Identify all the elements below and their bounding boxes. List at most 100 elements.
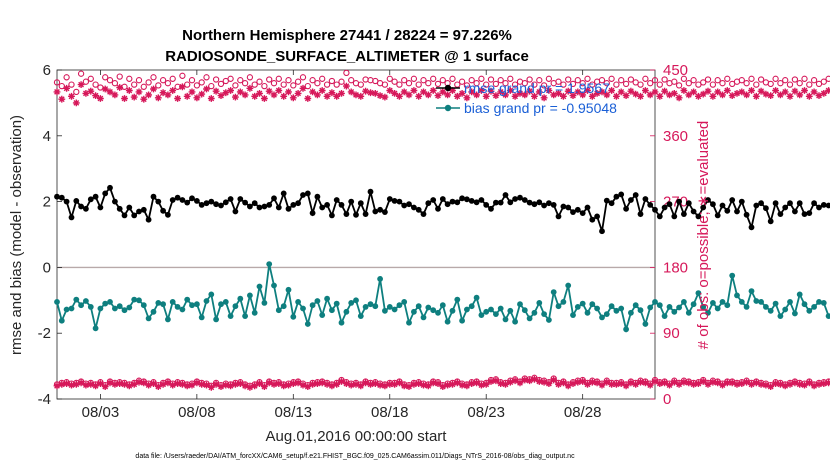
point-evaluated [564, 87, 572, 95]
point-bias [203, 298, 210, 304]
point-evaluated [444, 91, 451, 99]
point-bias [801, 301, 808, 308]
point-possible [685, 80, 692, 87]
point-evaluated [396, 92, 403, 100]
point-evaluated-low [723, 379, 731, 387]
point-possible [468, 77, 475, 84]
point-possible [116, 73, 123, 80]
point-evaluated [294, 90, 302, 97]
point-rmse [251, 200, 258, 207]
point-evaluated [560, 92, 567, 100]
point-rmse [247, 203, 253, 210]
point-bias [92, 325, 99, 332]
point-evaluated [738, 88, 746, 96]
point-evaluated-low [733, 381, 741, 388]
point-bias [546, 317, 552, 323]
point-evaluated [101, 85, 109, 93]
point-bias [382, 307, 388, 314]
point-bias [232, 303, 239, 310]
point-possible [140, 83, 147, 90]
point-evaluated [280, 92, 288, 100]
point-bias [705, 309, 711, 316]
point-bias [309, 302, 316, 309]
point-bias [661, 313, 668, 319]
point-bias [531, 309, 538, 316]
point-bias [198, 314, 205, 321]
point-rmse [150, 193, 157, 200]
point-bias [251, 309, 258, 316]
point-evaluated [661, 87, 668, 95]
x-tick-label: 08/03 [82, 404, 120, 421]
point-rmse [107, 184, 113, 191]
point-evaluated-low [164, 379, 172, 387]
point-possible [661, 76, 668, 83]
point-evaluated [376, 92, 384, 99]
point-rmse [227, 196, 234, 202]
point-bias [367, 301, 374, 308]
point-rmse [623, 205, 629, 212]
point-evaluated-low [111, 381, 119, 388]
point-evaluated [154, 94, 162, 102]
point-bias [386, 304, 393, 310]
point-evaluated-low [420, 381, 427, 389]
point-possible [386, 75, 393, 82]
point-evaluated-low [458, 381, 466, 389]
point-bias [444, 318, 451, 325]
point-bias [78, 302, 84, 309]
point-possible [159, 77, 167, 84]
point-bias [213, 316, 220, 323]
point-possible [806, 81, 813, 88]
point-bias [816, 299, 822, 305]
point-possible [241, 80, 249, 87]
point-rmse [198, 202, 205, 208]
point-bias [584, 309, 591, 316]
point-bias [811, 304, 817, 310]
point-evaluated [116, 84, 124, 91]
point-possible [405, 80, 413, 87]
point-evaluated-low [323, 381, 331, 388]
point-bias [396, 302, 403, 309]
point-evaluated-low [690, 381, 697, 388]
point-rmse [801, 211, 808, 218]
point-bias [174, 304, 181, 310]
point-possible [704, 76, 712, 83]
point-rmse [242, 199, 249, 206]
point-rmse [435, 205, 441, 212]
point-rmse [517, 194, 523, 201]
point-bias [189, 302, 195, 309]
y-left-tick-label: -4 [38, 391, 51, 408]
point-evaluated [53, 88, 61, 96]
point-evaluated-low [198, 381, 206, 388]
point-possible [155, 82, 162, 89]
point-evaluated-low [767, 383, 775, 390]
point-evaluated [695, 92, 702, 100]
point-rmse [372, 208, 379, 215]
point-bias [777, 313, 784, 319]
point-bias [420, 314, 427, 321]
point-evaluated-low [101, 383, 109, 390]
point-evaluated-low [333, 381, 341, 388]
point-possible [801, 75, 808, 82]
point-evaluated-low [299, 381, 307, 389]
point-possible [203, 74, 210, 81]
point-evaluated [458, 90, 466, 97]
point-possible [796, 80, 803, 87]
point-possible [111, 80, 119, 87]
point-evaluated [506, 87, 514, 94]
x-tick-label: 08/23 [467, 404, 505, 421]
point-possible [463, 82, 471, 89]
point-evaluated [198, 90, 206, 98]
point-evaluated-low [280, 382, 288, 390]
point-evaluated [232, 93, 239, 101]
point-evaluated [772, 87, 779, 94]
point-bias [637, 307, 644, 314]
point-evaluated [555, 90, 562, 97]
point-rmse [811, 200, 817, 207]
point-possible [275, 75, 282, 82]
point-rmse [396, 198, 403, 205]
point-evaluated [439, 88, 447, 96]
point-bias [353, 297, 359, 304]
point-possible [314, 80, 321, 87]
point-bias [319, 312, 326, 318]
